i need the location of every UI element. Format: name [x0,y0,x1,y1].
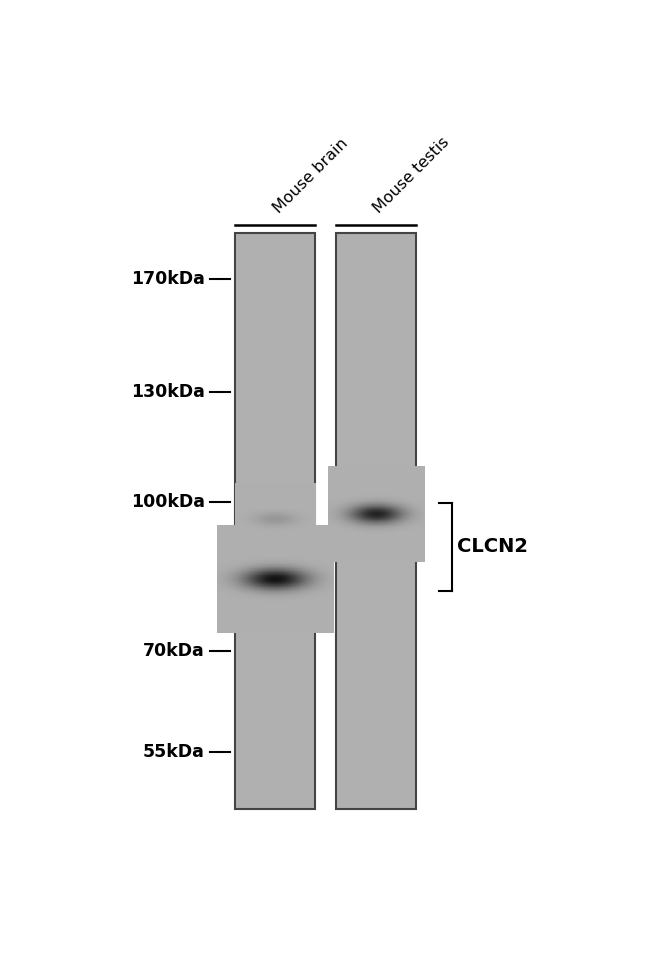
Text: 70kDa: 70kDa [143,642,205,660]
Text: 170kDa: 170kDa [131,270,205,289]
Text: 100kDa: 100kDa [131,493,205,510]
Text: CLCN2: CLCN2 [456,538,528,556]
FancyBboxPatch shape [335,232,416,809]
Text: 130kDa: 130kDa [131,383,205,400]
Text: Mouse brain: Mouse brain [270,136,350,216]
FancyBboxPatch shape [235,232,315,809]
Text: Mouse testis: Mouse testis [371,134,452,216]
Text: 55kDa: 55kDa [143,743,205,761]
